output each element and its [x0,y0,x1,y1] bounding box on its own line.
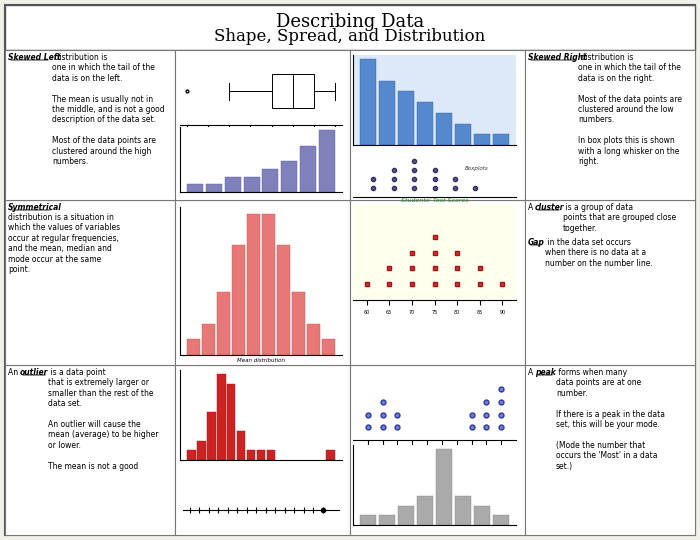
Bar [360,516,377,525]
Bar [436,449,452,525]
X-axis label: Mean distribution: Mean distribution [237,358,285,363]
Text: Boxplots: Boxplots [465,166,489,171]
Bar [322,339,335,355]
Bar [175,200,350,365]
Bar [292,292,304,355]
Bar [188,450,196,460]
Bar [5,200,175,365]
Text: is a group of data
points that are grouped close
together.: is a group of data points that are group… [563,203,676,233]
Text: distribution is a situation in
which the values of variables
occur at regular fr: distribution is a situation in which the… [8,213,120,274]
Text: Shape, Spread, and Distribution: Shape, Spread, and Distribution [214,28,486,45]
Bar [493,516,509,525]
Text: Symmetrical: Symmetrical [8,203,62,212]
Bar [455,496,471,525]
Bar [455,124,471,145]
Bar [217,292,230,355]
Bar [360,59,377,145]
Bar [379,80,396,145]
Bar [262,169,279,192]
Bar [525,365,695,535]
Bar [307,323,320,355]
Bar [227,384,235,460]
Bar [257,450,265,460]
Bar [281,161,297,192]
Bar [398,506,414,525]
Bar [417,102,433,145]
Text: peak: peak [535,368,556,377]
Bar [350,365,525,535]
Bar [350,50,525,200]
Bar [262,214,275,355]
Bar [350,200,525,365]
Text: A: A [528,368,536,377]
Bar [474,506,490,525]
Bar [207,413,216,460]
Text: forms when many
data points are at one
number.

If there is a peak in the data
s: forms when many data points are at one n… [556,368,665,470]
Bar [247,450,256,460]
Bar [188,184,203,192]
Text: A: A [528,203,536,212]
Text: cluster: cluster [535,203,564,212]
Bar [217,374,225,460]
Text: Gap: Gap [528,238,545,247]
Bar [417,496,433,525]
Bar [237,431,246,460]
Bar [5,5,695,50]
Bar [175,365,350,535]
Text: distribution is
one in which the tail of the
data is on the left.

The mean is u: distribution is one in which the tail of… [52,53,164,166]
Bar [175,50,350,200]
Bar [300,146,316,192]
Bar [247,214,260,355]
Bar [5,365,175,535]
X-axis label: Age (in years): Age (in years) [415,456,454,461]
Text: An: An [8,368,20,377]
Bar [474,134,490,145]
Bar [493,134,509,145]
Text: Describing Data: Describing Data [276,13,424,31]
Bar [277,245,290,355]
Bar [326,450,335,460]
Bar [398,91,414,145]
Bar [232,245,245,355]
Bar [436,113,452,145]
Bar [267,450,275,460]
Text: Skewed Right: Skewed Right [528,53,587,62]
PathPatch shape [272,74,314,108]
Bar [379,516,396,525]
Bar [197,441,206,460]
Text: distribution is
one in which the tail of the
data is on the right.

Most of the : distribution is one in which the tail of… [578,53,682,166]
Bar [188,339,200,355]
Bar [5,50,175,200]
Bar [525,50,695,200]
Bar [525,200,695,365]
Text: Skewed Left: Skewed Left [8,53,61,62]
Title: Students' Test Scores: Students' Test Scores [400,198,468,203]
Text: is a data point
that is extremely larger or
smaller than the rest of the
data se: is a data point that is extremely larger… [48,368,158,470]
Bar [225,177,241,192]
Text: in the data set occurs
when there is no data at a
number on the number line.: in the data set occurs when there is no … [545,238,652,268]
Bar [206,184,222,192]
Text: outlier: outlier [20,368,48,377]
Bar [244,177,260,192]
Bar [202,323,215,355]
Bar [318,130,335,192]
